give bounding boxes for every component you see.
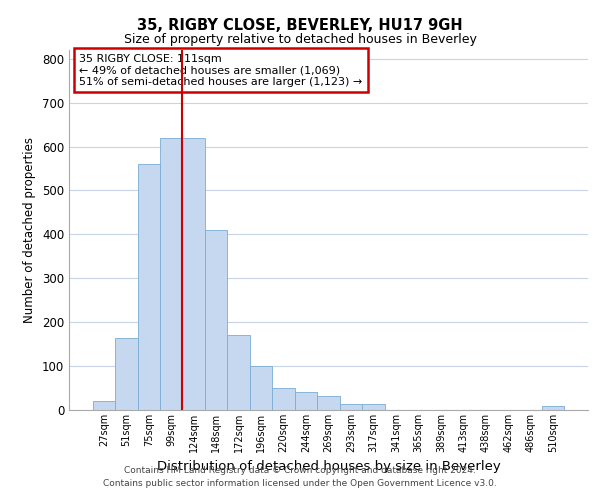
- Bar: [317, 396, 340, 410]
- Bar: [250, 366, 272, 410]
- Bar: [205, 230, 227, 410]
- Bar: [340, 404, 362, 410]
- Bar: [272, 388, 295, 410]
- Bar: [227, 336, 250, 410]
- Y-axis label: Number of detached properties: Number of detached properties: [23, 137, 37, 323]
- Bar: [362, 404, 385, 410]
- Text: Size of property relative to detached houses in Beverley: Size of property relative to detached ho…: [124, 32, 476, 46]
- Bar: [542, 406, 565, 410]
- Text: 35 RIGBY CLOSE: 111sqm
← 49% of detached houses are smaller (1,069)
51% of semi-: 35 RIGBY CLOSE: 111sqm ← 49% of detached…: [79, 54, 362, 87]
- Bar: [137, 164, 160, 410]
- Bar: [295, 392, 317, 410]
- Text: 35, RIGBY CLOSE, BEVERLEY, HU17 9GH: 35, RIGBY CLOSE, BEVERLEY, HU17 9GH: [137, 18, 463, 32]
- Text: Contains HM Land Registry data © Crown copyright and database right 2024.
Contai: Contains HM Land Registry data © Crown c…: [103, 466, 497, 487]
- Bar: [182, 138, 205, 410]
- X-axis label: Distribution of detached houses by size in Beverley: Distribution of detached houses by size …: [157, 460, 500, 473]
- Bar: [115, 338, 137, 410]
- Bar: [92, 401, 115, 410]
- Bar: [160, 138, 182, 410]
